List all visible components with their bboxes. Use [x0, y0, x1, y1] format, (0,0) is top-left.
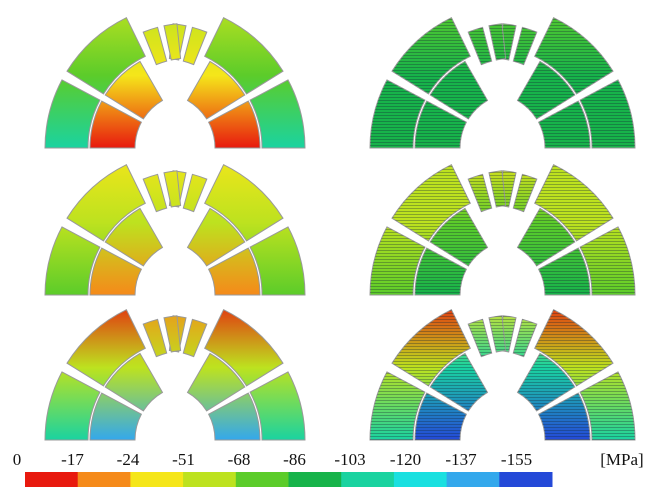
colorbar-swatch — [25, 472, 78, 487]
colorbar-label: -68 — [228, 450, 251, 469]
colorbar-label: -51 — [172, 450, 195, 469]
coil-block — [143, 27, 167, 64]
colorbar-swatch — [394, 472, 447, 487]
colorbar-swatch — [341, 472, 394, 487]
figure: 0 -17 -24 -51 -68 -86 -103 -120 -137 -155 [MPa] — [0, 0, 670, 491]
colorbar-label: -120 — [390, 450, 421, 469]
colorbar-label: -137 — [445, 450, 477, 469]
colorbar-swatch — [78, 472, 131, 487]
contour-panels — [45, 18, 635, 440]
colorbar-unit: [MPa] — [600, 450, 643, 469]
colorbar-swatch — [130, 472, 183, 487]
colorbar-label: -17 — [61, 450, 84, 469]
coil-hatch — [468, 27, 492, 64]
colorbar-label: -155 — [501, 450, 532, 469]
colorbar-swatch — [499, 472, 552, 487]
coil-hatch — [468, 174, 492, 211]
colorbar-label: -24 — [117, 450, 140, 469]
colorbar-swatch — [236, 472, 289, 487]
colorbar-label: 0 — [13, 450, 22, 469]
colorbar-swatch — [289, 472, 342, 487]
coil-hatch — [513, 27, 537, 64]
coil-hatch — [468, 319, 492, 356]
coil-hatch — [513, 174, 537, 211]
colorbar-swatch — [183, 472, 236, 487]
coil-block — [183, 27, 207, 64]
coil-block — [183, 174, 207, 211]
colorbar-label: -103 — [334, 450, 365, 469]
colorbar-label: -86 — [283, 450, 306, 469]
coil-block — [143, 319, 167, 356]
coil-block — [143, 174, 167, 211]
coil-block — [183, 319, 207, 356]
colorbar: 0 -17 -24 -51 -68 -86 -103 -120 -137 -155 [MPa] — [13, 450, 644, 487]
coil-hatch — [513, 319, 537, 356]
colorbar-swatch — [447, 472, 500, 487]
